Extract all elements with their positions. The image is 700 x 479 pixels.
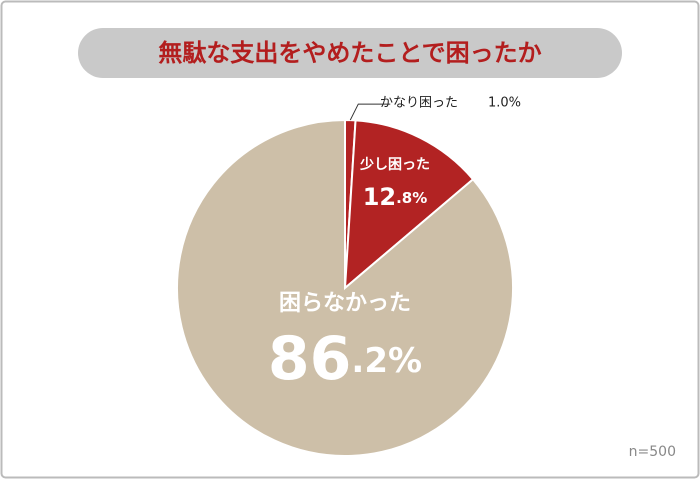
pie-slice	[343, 119, 475, 291]
slice-label: かなり困った	[380, 96, 458, 111]
value-label: 86.2%	[268, 324, 422, 394]
value-label: 12.8%	[363, 183, 428, 211]
slice-label: 困らなかった	[279, 291, 411, 316]
leader-line	[349, 103, 391, 121]
note: n=500	[629, 444, 676, 460]
slice-label: 少し困った	[359, 156, 430, 173]
pie-slice	[176, 118, 514, 457]
value-label: 1.0%	[488, 96, 521, 111]
title-pill	[78, 28, 622, 78]
chart-title: 無駄な支出をやめたことで困ったか	[158, 39, 541, 67]
